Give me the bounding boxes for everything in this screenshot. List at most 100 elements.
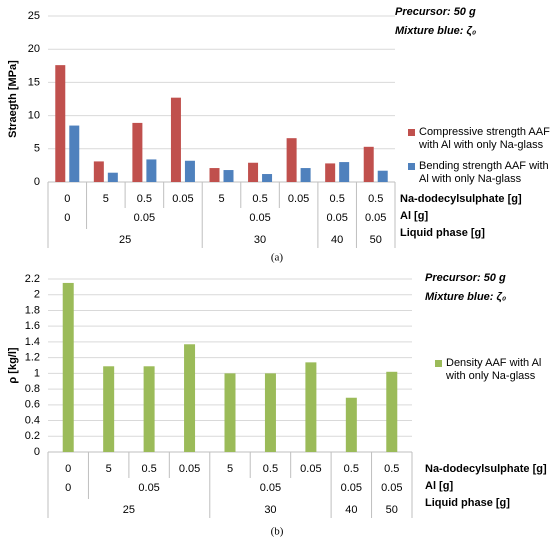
caption: (b) — [271, 526, 284, 538]
x-tick-label: 5 — [103, 193, 109, 205]
bar — [224, 373, 236, 452]
y-tick-label: 1.6 — [25, 320, 40, 332]
legend-swatch — [435, 360, 442, 367]
x-tick-label: 0.5 — [330, 193, 345, 205]
x-tick-label: 0.5 — [252, 193, 267, 205]
bar — [223, 170, 234, 182]
x-tick-label: 5 — [106, 463, 112, 475]
x-tick-label: 5 — [218, 193, 224, 205]
group-label: 0 — [64, 212, 70, 224]
group-label: 25 — [123, 504, 135, 516]
bar — [184, 344, 196, 452]
bar — [262, 174, 273, 182]
x-tick-label: 0.5 — [141, 463, 156, 475]
annotation: Mixture blue: ζ₀ — [395, 25, 476, 37]
bar — [62, 282, 74, 452]
group-label: 0.05 — [341, 482, 362, 494]
tier-name: Al [g] — [400, 210, 428, 222]
y-axis-title: ρ [kg/l] — [7, 347, 19, 383]
bar — [325, 163, 336, 182]
caption: (a) — [271, 252, 284, 264]
bar — [300, 168, 311, 182]
y-tick-label: 2.2 — [25, 273, 40, 285]
legend-swatch — [408, 163, 415, 170]
bar — [305, 362, 317, 452]
bar — [107, 172, 118, 182]
group-label: 50 — [370, 234, 382, 246]
y-tick-label: 2 — [34, 289, 40, 301]
y-tick-label: 0.2 — [25, 430, 40, 442]
y-axis-title: Straegth [MPa] — [7, 60, 19, 138]
y-tick-label: 25 — [28, 10, 40, 22]
bar — [69, 125, 80, 182]
y-tick-label: 1.8 — [25, 304, 40, 316]
bar — [143, 366, 155, 452]
group-label: 50 — [386, 504, 398, 516]
annotation: Mixture blue: ζ₀ — [425, 291, 506, 303]
annotation: Precursor: 50 g — [425, 272, 506, 284]
y-tick-label: 0.4 — [25, 414, 40, 426]
y-tick-label: 0 — [34, 446, 40, 458]
bar — [209, 168, 220, 182]
y-tick-label: 10 — [28, 110, 40, 122]
y-tick-label: 5 — [34, 143, 40, 155]
group-label: 40 — [345, 504, 357, 516]
x-tick-label: 0 — [65, 463, 71, 475]
x-tick-label: 0.05 — [179, 463, 200, 475]
group-label: 40 — [331, 234, 343, 246]
y-tick-label: 1.4 — [25, 336, 40, 348]
bar — [345, 397, 357, 452]
tier-name: Na-dodecylsulphate [g] — [425, 463, 547, 475]
x-tick-label: 0.5 — [368, 193, 383, 205]
bar — [386, 371, 398, 452]
y-tick-label: 1.2 — [25, 352, 40, 364]
bar — [184, 160, 195, 182]
tier-name: Al [g] — [425, 480, 453, 492]
group-label: 0.05 — [365, 212, 386, 224]
legend-swatch — [408, 129, 415, 136]
bar — [132, 122, 143, 182]
y-tick-label: 0 — [34, 176, 40, 188]
legend-label: Bending strength AAF with Al with only N… — [419, 160, 549, 185]
x-tick-label: 0.05 — [288, 193, 309, 205]
x-tick-label: 0.05 — [300, 463, 321, 475]
x-tick-label: 0.5 — [344, 463, 359, 475]
bar — [264, 373, 276, 452]
x-tick-label: 5 — [227, 463, 233, 475]
group-label: 0.05 — [326, 212, 347, 224]
x-tick-label: 0.5 — [384, 463, 399, 475]
bar — [363, 146, 374, 182]
group-label: 30 — [254, 234, 266, 246]
tier-name: Na-dodecylsulphate [g] — [400, 193, 522, 205]
bar — [93, 161, 104, 182]
tier-name: Liquid phase [g] — [400, 227, 485, 239]
y-tick-label: 20 — [28, 43, 40, 55]
x-tick-label: 0.5 — [263, 463, 278, 475]
x-tick-label: 0.5 — [137, 193, 152, 205]
legend-label: Density AAF with Al with only Na-glass — [446, 357, 542, 382]
x-tick-label: 0.05 — [172, 193, 193, 205]
y-tick-label: 0.6 — [25, 399, 40, 411]
bar — [377, 170, 388, 182]
group-label: 0 — [65, 482, 71, 494]
bar — [286, 138, 297, 182]
x-tick-label: 0 — [64, 193, 70, 205]
group-label: 0.05 — [249, 212, 270, 224]
bar — [339, 162, 350, 182]
tier-name: Liquid phase [g] — [425, 497, 510, 509]
group-label: 30 — [264, 504, 276, 516]
group-label: 0.05 — [138, 482, 159, 494]
legend-label: Compressive strength AAF with Al with on… — [419, 126, 550, 151]
y-tick-label: 15 — [28, 76, 40, 88]
bar — [146, 159, 157, 182]
bar — [103, 366, 115, 452]
y-tick-label: 0.8 — [25, 383, 40, 395]
bar — [248, 162, 259, 182]
annotation: Precursor: 50 g — [395, 6, 476, 18]
bar — [55, 65, 66, 182]
group-label: 0.05 — [381, 482, 402, 494]
bar — [170, 97, 181, 182]
group-label: 25 — [119, 234, 131, 246]
